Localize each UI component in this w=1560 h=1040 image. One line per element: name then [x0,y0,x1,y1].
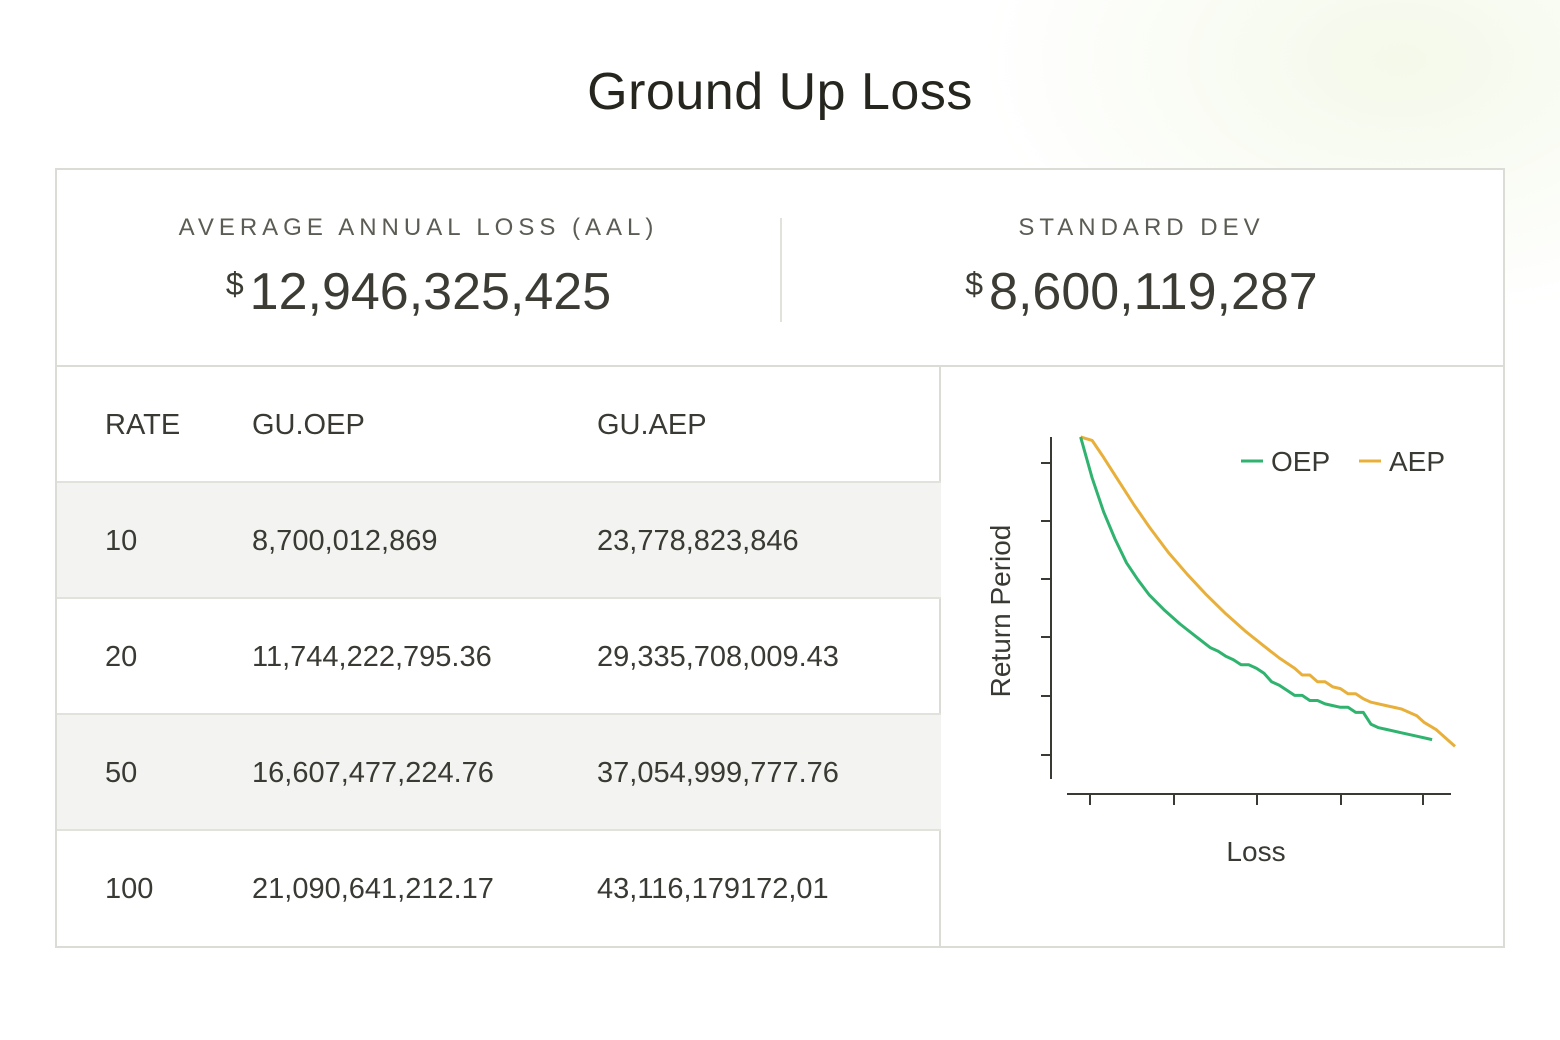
std-dev-currency-symbol: $ [965,266,984,302]
gu-aep-cell: 23,778,823,846 [597,525,799,557]
aal-label: AVERAGE ANNUAL LOSS (AAL) [178,214,659,241]
chart-legend: OEP AEP [1241,446,1445,477]
gu-oep-cell: 11,744,222,795.36 [252,641,492,673]
y-axis-ticks [1041,462,1051,756]
rate-cell: 100 [105,873,154,905]
rate-cell: 20 [105,641,138,673]
aal-value: 12,946,325,425 [249,263,612,321]
table-header-row: RATE GU.OEP GU.AEP [57,367,941,483]
std-dev-stat: STANDARD DEV $8,600,119,287 [780,170,1503,367]
legend-label-oep: OEP [1271,446,1330,477]
table-row: 50 16,607,477,224.76 37,054,999,777.76 [57,715,941,831]
ground-up-loss-card: AVERAGE ANNUAL LOSS (AAL) $12,946,325,42… [55,168,1505,948]
gu-aep-cell: 29,335,708,009.43 [597,641,839,673]
header-gu-oep: GU.OEP [252,409,365,441]
series-line-oep [1079,436,1433,742]
rate-cell: 50 [105,757,138,789]
header-gu-aep: GU.AEP [597,409,707,441]
std-dev-value-line: $8,600,119,287 [780,262,1503,322]
gu-oep-cell: 16,607,477,224.76 [252,757,494,789]
legend-label-aep: AEP [1389,446,1445,477]
stats-divider [780,218,782,322]
gu-aep-cell: 37,054,999,777.76 [597,757,839,789]
std-dev-label: STANDARD DEV [1018,214,1265,241]
gu-aep-cell: 43,116,179172,01 [597,873,829,905]
rate-cell: 10 [105,525,138,557]
aal-stat: AVERAGE ANNUAL LOSS (AAL) $12,946,325,42… [57,170,780,367]
gu-oep-cell: 21,090,641,212.17 [252,873,494,905]
table-row: 20 11,744,222,795.36 29,335,708,009.43 [57,599,941,715]
table-row: 10 8,700,012,869 23,778,823,846 [57,483,941,599]
series-layer [1079,435,1456,748]
loss-table: RATE GU.OEP GU.AEP 10 8,700,012,869 23,7… [57,367,941,946]
series-line-aep [1080,435,1456,748]
x-axis-ticks [1089,794,1424,805]
aal-value-line: $12,946,325,425 [57,262,780,322]
return-period-chart: OEP AEP Return Period Loss [943,367,1503,946]
header-rate: RATE [105,409,181,441]
aal-currency-symbol: $ [225,266,244,302]
std-dev-value: 8,600,119,287 [989,263,1318,321]
gu-oep-cell: 8,700,012,869 [252,525,438,557]
page-title: Ground Up Loss [587,63,973,121]
summary-stats: AVERAGE ANNUAL LOSS (AAL) $12,946,325,42… [57,170,1503,367]
x-axis-label: Loss [1226,836,1285,867]
table-row: 100 21,090,641,212.17 43,116,179172,01 [57,831,941,947]
y-axis-label: Return Period [985,525,1016,698]
chart-svg: OEP AEP Return Period Loss [985,435,1456,867]
